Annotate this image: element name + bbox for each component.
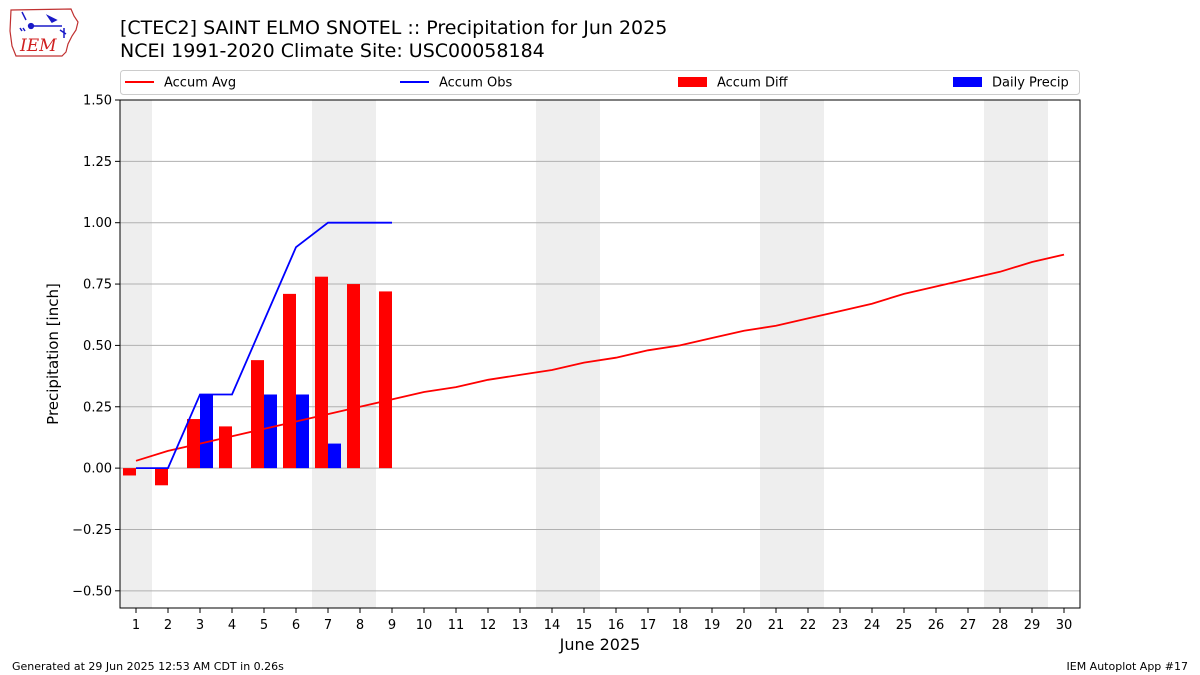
x-tick-label: 29 [1024,618,1041,633]
legend: Accum Avg Accum Obs Accum Diff Daily Precip [120,70,1080,95]
accum-diff-bar [315,276,328,469]
daily-precip-bar [296,394,309,469]
x-tick-label: 10 [416,618,433,633]
x-tick-label: 21 [768,618,785,633]
x-tick-label: 30 [1056,618,1073,633]
y-tick-label: 1.00 [83,216,112,231]
y-tick-label: 1.25 [83,155,112,170]
x-tick-label: 24 [864,618,881,633]
weekend-shade [120,100,152,608]
x-tick-label: 23 [832,618,849,633]
y-tick-label: −0.50 [72,584,112,599]
x-tick-label: 3 [196,618,204,633]
accum-diff-bar [123,468,136,476]
legend-item: Accum Obs [400,76,512,91]
y-axis-label: Precipitation [inch] [44,283,62,425]
x-axis-label: June 2025 [559,635,641,654]
weather-symbols-icon [19,11,67,38]
legend-label: Accum Avg [164,76,236,91]
chart-subtitle: NCEI 1991-2020 Climate Site: USC00058184 [120,40,545,62]
legend-label: Accum Obs [439,76,512,91]
accum-diff-bar [283,293,296,469]
app-credit: IEM Autoplot App #17 [1066,660,1189,673]
iem-logo: IEM [9,8,79,57]
x-tick-label: 25 [896,618,913,633]
x-tick-label: 17 [640,618,657,633]
generated-timestamp: Generated at 29 Jun 2025 12:53 AM CDT in… [12,660,284,673]
accum-diff-bar [379,291,392,469]
accum-diff-bar [187,419,200,469]
legend-box [120,70,1080,95]
legend-item: Accum Avg [125,76,236,91]
x-tick-label: 18 [672,618,689,633]
x-tick-label: 6 [292,618,300,633]
x-tick-label: 27 [960,618,977,633]
weekend-shade [984,100,1048,608]
accum-diff-bar [219,426,232,469]
plot-frame [119,99,1081,609]
legend-item: Accum Diff [678,76,789,91]
x-tick-label: 11 [448,618,465,633]
accum-avg-line [135,253,1065,462]
daily-precip-bar [200,394,213,469]
x-tick-label: 8 [356,618,364,633]
legend-item: Daily Precip [953,76,1069,91]
y-tick-label: 0.75 [83,278,112,293]
y-tick-label: 0.00 [83,462,112,477]
x-tick-label: 28 [992,618,1009,633]
accum-diff-bar [347,284,360,469]
weekend-shade [536,100,600,608]
y-tick-label: −0.25 [72,523,112,538]
x-tick-label: 16 [608,618,625,633]
x-tick-label: 2 [164,618,172,633]
x-tick-label: 5 [260,618,268,633]
x-tick-label: 26 [928,618,945,633]
y-tick-label: 1.50 [83,94,112,109]
y-tick-label: 0.50 [83,339,112,354]
legend-swatch-bar [678,77,707,87]
accum-diff-bar [251,360,264,469]
x-tick-label: 4 [228,618,236,633]
weekend-shade [760,100,824,608]
x-tick-label: 7 [324,618,332,633]
x-tick-label: 22 [800,618,817,633]
x-tick-label: 12 [480,618,497,633]
daily-precip-bar [264,394,277,469]
x-tick-label: 15 [576,618,593,633]
accum-obs-line [136,221,392,470]
accum-diff-bar [155,468,168,486]
chart-title: [CTEC2] SAINT ELMO SNOTEL :: Precipitati… [120,17,668,39]
x-tick-label: 1 [132,618,140,633]
x-tick-label: 20 [736,618,753,633]
logo-text: IEM [19,36,57,56]
x-tick-label: 9 [388,618,396,633]
legend-label: Daily Precip [992,76,1069,91]
x-tick-label: 19 [704,618,721,633]
x-tick-label: 13 [512,618,529,633]
daily-precip-bar [328,443,341,469]
legend-label: Accum Diff [717,76,789,91]
iowa-state-outline-icon [9,8,79,57]
y-tick-label: 0.25 [83,400,112,415]
x-tick-label: 14 [544,618,561,633]
legend-swatch-bar [953,77,982,87]
